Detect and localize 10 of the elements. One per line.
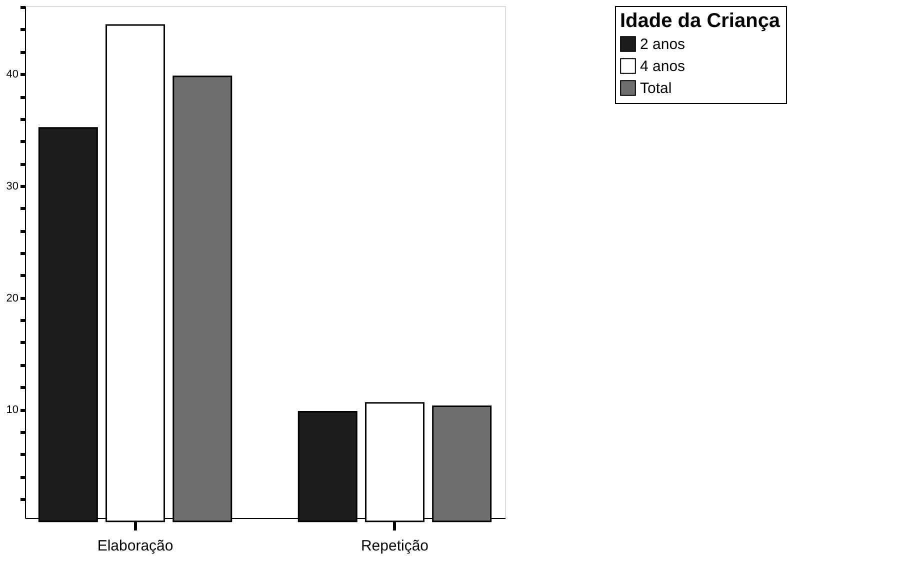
legend-title: Idade da Criança (620, 10, 781, 32)
y-tick-label: 10 (6, 404, 18, 416)
y-tick-label: 30 (6, 180, 18, 192)
legend-label: 2 anos (640, 36, 686, 53)
legend-label: 4 anos (640, 58, 686, 75)
legend-label: Total (640, 80, 672, 97)
x-tick-label: Elaboração (97, 538, 174, 554)
y-tick-label: 40 (6, 68, 18, 81)
y-tick-label: 20 (6, 292, 18, 304)
x-tick-label: Repetição (360, 538, 429, 554)
